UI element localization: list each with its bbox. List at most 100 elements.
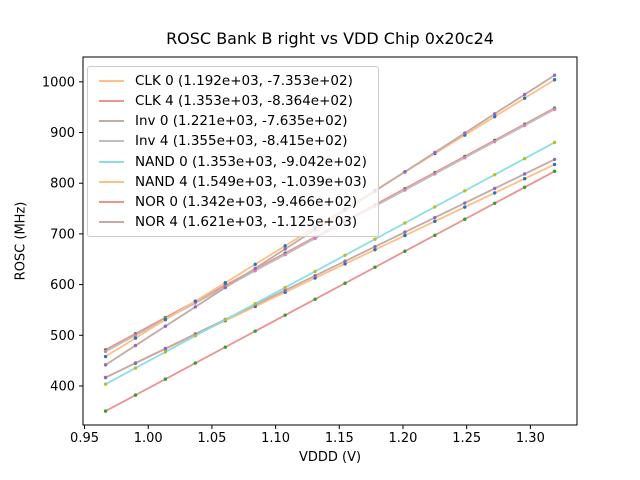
legend-item: NAND 4 (1.549e+03, -1.039e+03) [88,172,378,192]
data-point [163,350,168,354]
data-point [493,186,497,191]
legend-line-swatch-icon [99,160,124,163]
legend-label: NOR 4 (1.621e+03, -1.125e+03) [135,213,358,230]
legend-item: Inv 0 (1.221e+03, -7.635e+02) [88,111,378,131]
data-point [522,96,527,100]
data-point [522,123,527,128]
legend-item: CLK 4 (1.353e+03, -8.364e+02) [88,91,378,111]
data-point [103,375,108,380]
y-tick-label: 400 [50,379,75,394]
x-tick-label: 1.25 [452,431,481,446]
fit-line [105,170,556,412]
data-point [283,244,287,248]
data-point [133,333,138,337]
chart-title: ROSC Bank B right vs VDD Chip 0x20c24 [166,29,494,48]
data-point [283,252,287,257]
legend-item: CLK 0 (1.192e+03, -7.353e+02) [88,71,378,91]
data-point [373,237,377,241]
data-point [433,205,437,209]
data-point [223,281,227,285]
data-point [463,131,467,135]
x-tick-label: 1.30 [516,431,545,446]
data-point [463,205,467,209]
series-nand-0 [103,140,557,386]
data-point [193,361,198,365]
data-point [433,215,437,220]
data-point [493,139,497,144]
legend-item: NOR 4 (1.621e+03, -1.125e+03) [88,212,378,232]
data-point [133,343,138,348]
legend-line-swatch-icon [99,140,124,143]
data-point [433,172,437,176]
x-tick-label: 1.00 [134,431,163,446]
data-point [313,297,317,301]
data-point [552,162,557,167]
data-point [103,349,108,354]
data-point [373,265,377,269]
data-point [552,78,557,82]
x-tick-label: 1.10 [261,431,290,446]
data-point [313,276,317,280]
data-point [373,244,377,249]
data-point [283,247,287,251]
data-point [403,233,407,238]
y-tick-label: 600 [50,278,75,293]
fit-line [105,158,555,379]
data-point [463,189,467,193]
data-point [522,172,527,176]
data-point [103,382,108,386]
data-point [493,172,497,177]
data-point [103,363,108,367]
data-point [433,219,437,223]
legend-label: Inv 4 (1.355e+03, -8.415e+02) [135,133,348,150]
legend-line-swatch-icon [99,100,124,103]
data-point [403,188,407,192]
x-tick-label: 1.20 [389,431,418,446]
legend-label: NOR 0 (1.342e+03, -9.466e+02) [135,193,358,210]
data-point [552,73,557,77]
data-point [552,140,557,145]
legend-line-swatch-icon [99,80,124,83]
x-tick-label: 0.95 [70,431,99,446]
data-point [193,299,198,303]
y-tick-label: 800 [50,177,75,192]
legend-item: NOR 0 (1.342e+03, -9.466e+02) [88,192,378,212]
data-point [343,281,347,285]
data-point [223,285,227,290]
data-point [463,217,467,221]
data-point [193,334,198,338]
fit-line [105,141,556,386]
data-point [552,169,557,174]
data-point [253,329,257,333]
legend-label: NAND 4 (1.549e+03, -1.039e+03) [135,173,367,190]
data-point [133,393,138,397]
data-point [522,177,527,181]
legend-line-swatch-icon [99,200,124,203]
data-point [343,253,347,257]
y-tick-label: 900 [50,126,75,141]
data-point [253,301,257,306]
data-point [223,345,227,349]
legend-label: Inv 0 (1.221e+03, -7.635e+02) [135,113,348,130]
data-point [313,236,317,241]
data-point [433,150,437,155]
legend-label: NAND 0 (1.353e+03, -9.042e+02) [135,153,367,170]
data-point [433,233,437,237]
data-point [163,346,168,351]
data-point [283,288,287,292]
data-point [283,285,287,290]
data-point [493,201,497,205]
data-point [313,274,317,278]
data-point [133,361,138,365]
series-inv-0 [103,157,557,380]
legend-item: Inv 4 (1.355e+03, -8.415e+02) [88,131,378,151]
data-point [463,201,467,205]
legend-label: CLK 0 (1.192e+03, -7.353e+02) [135,73,353,90]
data-point [193,305,198,309]
legend-line-swatch-icon [99,180,124,183]
legend-label: CLK 4 (1.353e+03, -8.364e+02) [135,93,353,110]
data-point [493,191,497,195]
y-tick-label: 700 [50,227,75,242]
data-point [163,377,168,381]
